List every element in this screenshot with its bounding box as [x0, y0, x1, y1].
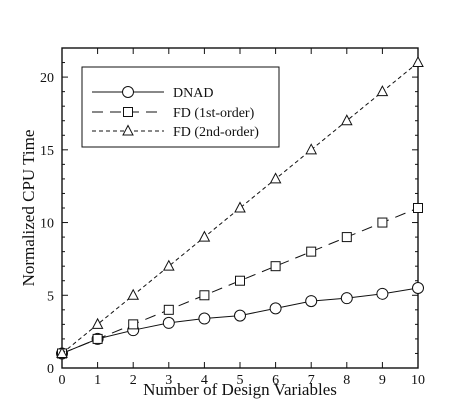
- data-point: [376, 85, 389, 97]
- data-point: [305, 295, 318, 308]
- axis-ticks: 0 1 2 3 4 5 6 7 8 9 10 0 5 10 15 20: [40, 47, 425, 388]
- series-line: [61, 207, 419, 354]
- series-fd-1st-order: [57, 203, 423, 359]
- x-tick-label: 0: [59, 373, 66, 388]
- data-point: [269, 302, 282, 315]
- legend-label: FD (2nd-order): [173, 125, 259, 140]
- data-point: [92, 333, 103, 344]
- data-point: [234, 309, 246, 322]
- y-tick-label: 0: [47, 362, 54, 377]
- data-point: [376, 287, 389, 300]
- y-tick-label: 10: [40, 217, 54, 232]
- data-point: [269, 172, 282, 184]
- legend-box: [81, 66, 280, 148]
- data-point: [340, 114, 353, 126]
- data-point: [340, 292, 353, 305]
- data-point: [413, 203, 423, 213]
- data-point: [412, 282, 424, 294]
- data-point: [56, 346, 68, 358]
- legend-marker: [122, 124, 134, 136]
- x-tick-label: 6: [272, 373, 279, 388]
- x-tick-label: 7: [308, 373, 315, 388]
- x-tick-label: 5: [237, 373, 244, 388]
- y-tick-label: 20: [40, 71, 54, 86]
- data-point: [163, 304, 174, 315]
- series-dnad: [56, 282, 424, 360]
- data-point: [198, 230, 211, 242]
- x-tick-label: 9: [379, 373, 386, 388]
- legend-marker: [123, 107, 133, 117]
- data-point: [235, 275, 245, 286]
- x-tick-label: 4: [201, 373, 208, 388]
- x-tick-label: 1: [94, 373, 101, 388]
- x-tick-label: 2: [130, 373, 137, 388]
- data-point: [341, 232, 352, 243]
- series-fd-2nd-order: [56, 55, 424, 358]
- series-layer: [56, 55, 424, 360]
- x-tick-label: 8: [343, 373, 350, 388]
- data-point: [234, 201, 246, 213]
- data-point: [198, 312, 211, 325]
- legend-label: DNAD: [173, 86, 213, 101]
- x-tick-label: 3: [165, 373, 172, 388]
- data-point: [270, 261, 281, 272]
- data-point: [305, 143, 318, 155]
- y-tick-label: 15: [40, 144, 54, 159]
- data-point: [162, 316, 175, 329]
- data-point: [412, 55, 424, 68]
- x-axis-title: Number of Design Variables: [143, 380, 337, 399]
- legend-marker: [122, 86, 134, 98]
- y-tick-label: 5: [47, 289, 54, 304]
- data-point: [162, 259, 175, 271]
- data-point: [199, 290, 210, 301]
- data-point: [91, 317, 104, 329]
- data-point: [306, 246, 317, 257]
- data-point: [377, 217, 388, 228]
- data-point: [127, 288, 140, 300]
- legend: DNAD FD (1st-order) FD (2nd-order): [81, 66, 280, 148]
- legend-label: FD (1st-order): [173, 106, 255, 121]
- data-point: [128, 319, 139, 330]
- y-axis-title: Normalized CPU Time: [19, 130, 38, 287]
- x-tick-label: 10: [411, 373, 425, 388]
